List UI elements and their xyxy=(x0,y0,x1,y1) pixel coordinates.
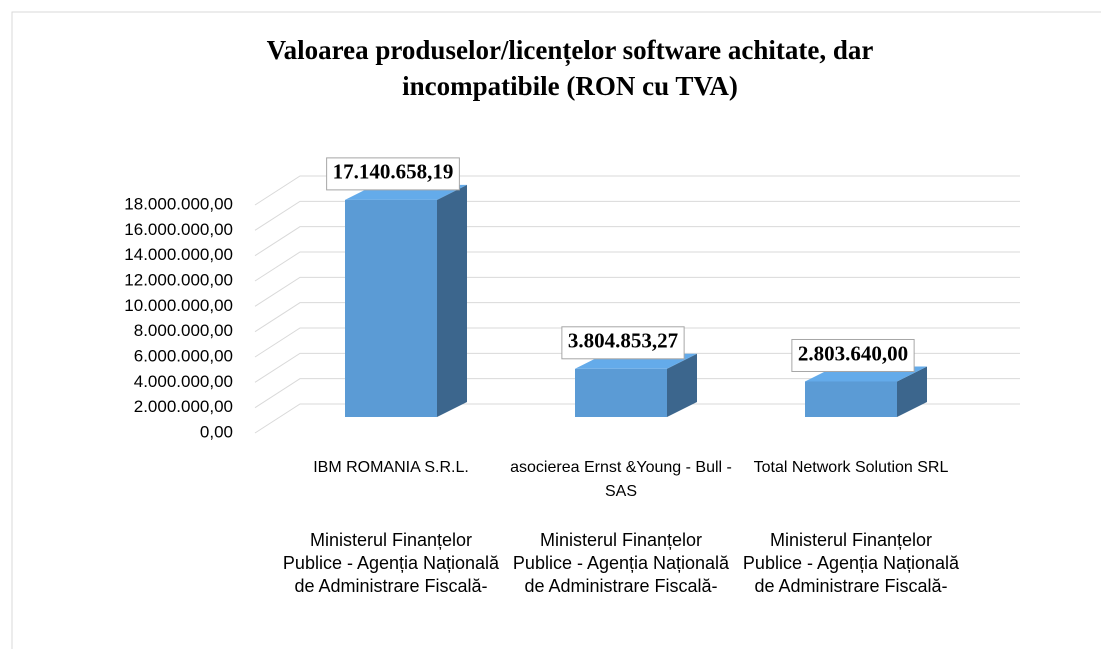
y-tick-label: 8.000.000,00 xyxy=(134,321,233,340)
y-tick-label: 6.000.000,00 xyxy=(134,346,233,365)
grid-line xyxy=(254,302,1020,333)
grid-line xyxy=(254,378,1020,409)
bar-side xyxy=(437,184,467,417)
grid-line xyxy=(254,251,1020,282)
y-tick-label: 4.000.000,00 xyxy=(134,372,233,391)
bar-front xyxy=(805,381,897,417)
bar-front xyxy=(575,368,667,417)
y-tick-label: 2.000.000,00 xyxy=(134,397,233,416)
chart-title: Valoarea produselor/licențelor software … xyxy=(266,35,874,101)
grid-line xyxy=(254,226,1020,257)
grid-line xyxy=(254,352,1020,383)
y-tick-label: 12.000.000,00 xyxy=(124,270,233,289)
bar-front xyxy=(345,199,437,417)
y-tick-label: 16.000.000,00 xyxy=(124,220,233,239)
grid-line xyxy=(254,276,1020,307)
value-label: 2.803.640,00 xyxy=(798,341,908,365)
bar-side xyxy=(897,366,927,417)
bar xyxy=(805,366,927,417)
chart-border xyxy=(11,11,1101,649)
y-tick-label: 18.000.000,00 xyxy=(124,194,233,213)
bar xyxy=(345,184,467,417)
value-label: 17.140.658,19 xyxy=(333,160,454,184)
bar-side xyxy=(667,353,697,417)
y-tick-label: 10.000.000,00 xyxy=(124,296,233,315)
x-tick-label: Total Network Solution SRL xyxy=(753,459,949,476)
x-group-label: Ministerul Finanțelor Publice - Agenția … xyxy=(512,530,730,596)
grid-line xyxy=(254,327,1020,358)
y-tick-label: 14.000.000,00 xyxy=(124,245,233,264)
value-label-box xyxy=(326,157,460,191)
grid-line xyxy=(254,175,1020,206)
value-label-box xyxy=(561,326,685,360)
x-group-label: Ministerul Finanțelor Publice - Agenția … xyxy=(282,530,500,596)
grid-line xyxy=(254,403,1020,434)
value-label: 3.804.853,27 xyxy=(568,329,678,353)
y-tick-label: 0,00 xyxy=(200,422,233,441)
x-tick-label: IBM ROMANIA S.R.L. xyxy=(313,459,469,476)
value-label-box xyxy=(791,338,915,372)
x-tick-label: asocierea Ernst &Young - Bull - SAS xyxy=(510,459,732,500)
x-group-label: Ministerul Finanțelor Publice - Agenția … xyxy=(742,530,960,596)
bar xyxy=(575,353,697,417)
grid-line xyxy=(254,200,1020,231)
